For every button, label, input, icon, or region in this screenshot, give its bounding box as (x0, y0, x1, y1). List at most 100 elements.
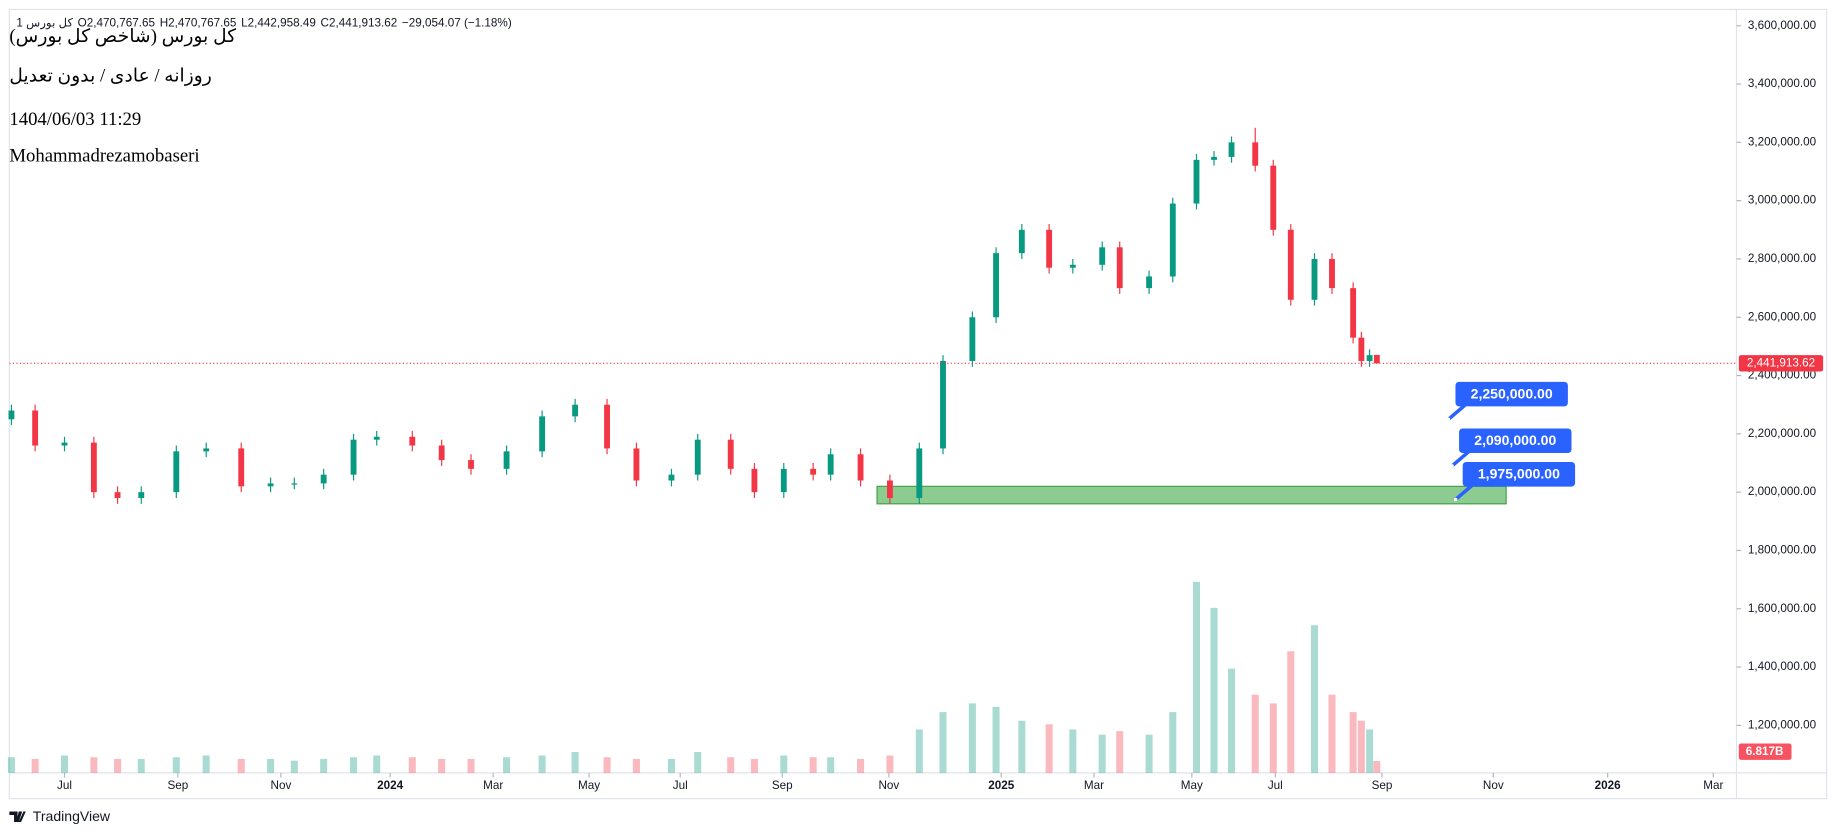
annotation-label: 1,975,000.00 (1478, 466, 1560, 482)
volume-bar (694, 752, 702, 773)
candle-body (203, 448, 210, 452)
x-tick-label: May (578, 779, 600, 792)
volume-bar (90, 757, 98, 773)
overlay-settings: روزانه / عادی / بدون تعدیل (9, 66, 212, 87)
volume-bar (1310, 625, 1318, 773)
overlay-date: 1404/06/03 11:29 (9, 109, 141, 130)
candle-body (1169, 203, 1176, 277)
volume-bar (202, 755, 210, 773)
candle-body (668, 474, 675, 481)
candle-body (886, 480, 893, 498)
volume-bar (886, 755, 894, 773)
candle-body (940, 360, 946, 449)
annotation-label: 2,250,000.00 (1471, 385, 1553, 401)
candle-body (633, 448, 640, 481)
volume-bar (1269, 703, 1277, 773)
candle-body (1193, 159, 1200, 204)
volume-bar (373, 755, 381, 773)
candle-body (751, 468, 758, 493)
overlay-author: Mohammadrezamobaseri (9, 145, 199, 166)
volume-bar (632, 758, 640, 773)
volume-bar (137, 758, 145, 773)
brand-logo (9, 811, 26, 823)
volume-bar (915, 729, 923, 773)
candle-body (1146, 276, 1153, 289)
volume-bar (31, 758, 39, 773)
candle-body (1252, 142, 1259, 166)
candle-body (8, 410, 15, 420)
annotation-pointer (1450, 450, 1470, 468)
candle-body (173, 451, 180, 493)
volume-bar (1210, 607, 1218, 773)
volume-label: 6.817B (1746, 745, 1784, 758)
x-tick-label: 2024 (377, 779, 404, 792)
y-tick-label: 2,400,000.00 (1748, 369, 1817, 382)
candle-body (810, 468, 817, 475)
candle-body (350, 439, 357, 475)
annotation-box (1462, 461, 1576, 487)
volume-bar (667, 758, 675, 773)
annotation-box (1459, 428, 1572, 454)
volume-bar (1145, 734, 1153, 773)
x-tick-label: Nov (271, 779, 292, 792)
x-tick-label: Mar (483, 779, 503, 792)
candle-body (373, 436, 380, 440)
x-tick-label: Jul (57, 779, 72, 792)
x-tick-label: Jul (673, 779, 688, 792)
x-tick-label: Sep (772, 779, 793, 792)
y-tick-label: 2,800,000.00 (1748, 252, 1817, 265)
volume-bar (1287, 651, 1295, 773)
candle-body (1270, 165, 1277, 230)
candle-body (572, 404, 579, 417)
candle-body (138, 492, 145, 498)
candle-body (1366, 355, 1373, 361)
y-tick-label: 1,800,000.00 (1748, 544, 1817, 557)
volume-bar (939, 712, 947, 773)
candle-body (1116, 247, 1123, 289)
y-tick-label: 1,600,000.00 (1748, 602, 1817, 615)
volume-bar (538, 755, 546, 773)
volume-bar (1169, 712, 1177, 773)
candle-body (1211, 156, 1217, 160)
last-price-box (1738, 355, 1824, 372)
candle-body (409, 436, 416, 446)
volume-bar (1373, 761, 1381, 773)
y-tick-label: 2,200,000.00 (1748, 427, 1817, 440)
y-tick-label: 1,400,000.00 (1748, 660, 1817, 673)
volume-bar (503, 757, 511, 773)
volume-bar (172, 757, 180, 773)
candle-body (857, 454, 864, 481)
candle-body (827, 454, 834, 475)
volume-bar (1116, 731, 1124, 773)
candle-body (727, 439, 734, 469)
candle-body (1358, 337, 1365, 361)
volume-bar (267, 758, 275, 773)
volume-bar (1357, 720, 1365, 773)
candle-body (1287, 229, 1294, 300)
annotation-box (1455, 381, 1568, 407)
y-tick-label: 2,600,000.00 (1748, 310, 1817, 323)
volume-bar (809, 757, 817, 773)
candle-body (993, 253, 999, 318)
candle-body (238, 448, 245, 487)
volume-bar (1251, 694, 1259, 773)
volume-bar (1069, 729, 1077, 773)
volume-bar (320, 758, 328, 773)
volume-bar (350, 757, 358, 773)
volume-bar (1018, 720, 1026, 773)
last-price-label: 2,441,913.62 (1747, 356, 1815, 369)
volume-bar (114, 758, 122, 773)
volume-bar (60, 755, 69, 773)
volume-bar (1349, 712, 1357, 773)
volume-bar (1192, 581, 1201, 773)
volume-bar (992, 706, 1000, 773)
legend-item: 1 کل بورس (16, 17, 73, 30)
candle-body (61, 442, 68, 446)
x-tick-label: Mar (1703, 779, 1723, 792)
overlay-title: کل بورس (شاخص کل بورس) (9, 26, 237, 47)
candle-body (1373, 354, 1380, 364)
y-tick-label: 3,600,000.00 (1748, 19, 1817, 32)
volume-bar (603, 757, 611, 773)
